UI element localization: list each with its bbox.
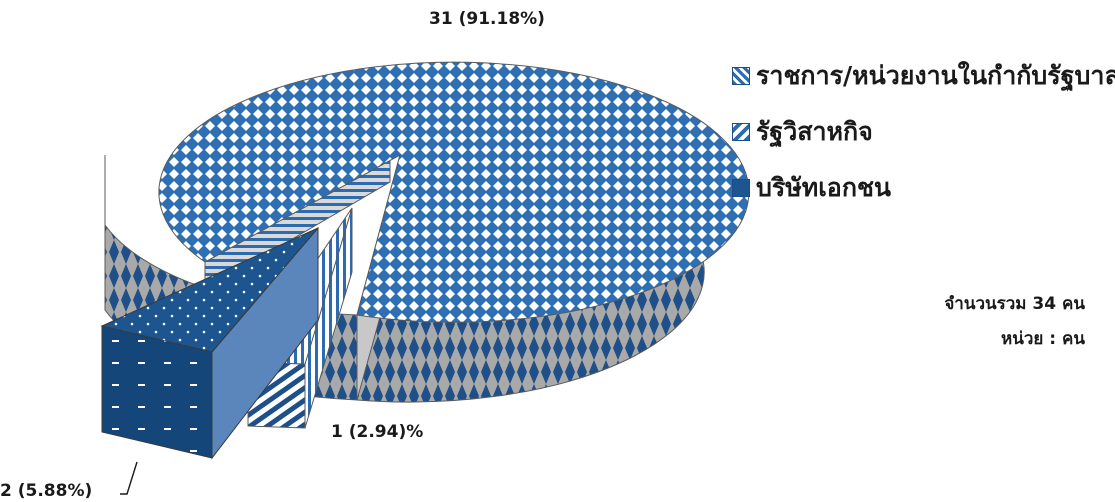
legend-label: รัฐวิสาหกิจ xyxy=(756,117,873,146)
legend-label: บริษัทเอกชน xyxy=(756,173,892,202)
legend-swatch-icon xyxy=(732,179,750,197)
legend-item-state-enterprise: รัฐวิสาหกิจ xyxy=(732,104,1115,160)
pie-slice-private-company xyxy=(100,226,319,460)
legend-label: ราชการ/หน่วยงานในกำกับรัฐบาล xyxy=(756,61,1115,90)
legend-item-private-company: บริษัทเอกชน xyxy=(732,160,1115,216)
legend-item-government: ราชการ/หน่วยงานในกำกับรัฐบาล xyxy=(732,48,1115,104)
legend-swatch-icon xyxy=(732,123,750,141)
leader-line xyxy=(120,461,138,495)
legend: ราชการ/หน่วยงานในกำกับรัฐบาล รัฐวิสาหกิจ… xyxy=(732,48,1115,216)
total-note: จำนวนรวม 34 คน xyxy=(944,294,1085,314)
data-label-government: 31 (91.18%) xyxy=(429,9,545,29)
data-label-private-company: 2 (5.88%) xyxy=(0,481,92,501)
unit-note: หน่วย : คน xyxy=(1001,329,1085,349)
data-label-state-enterprise: 1 (2.94)% xyxy=(331,422,423,442)
legend-swatch-icon xyxy=(732,67,750,85)
